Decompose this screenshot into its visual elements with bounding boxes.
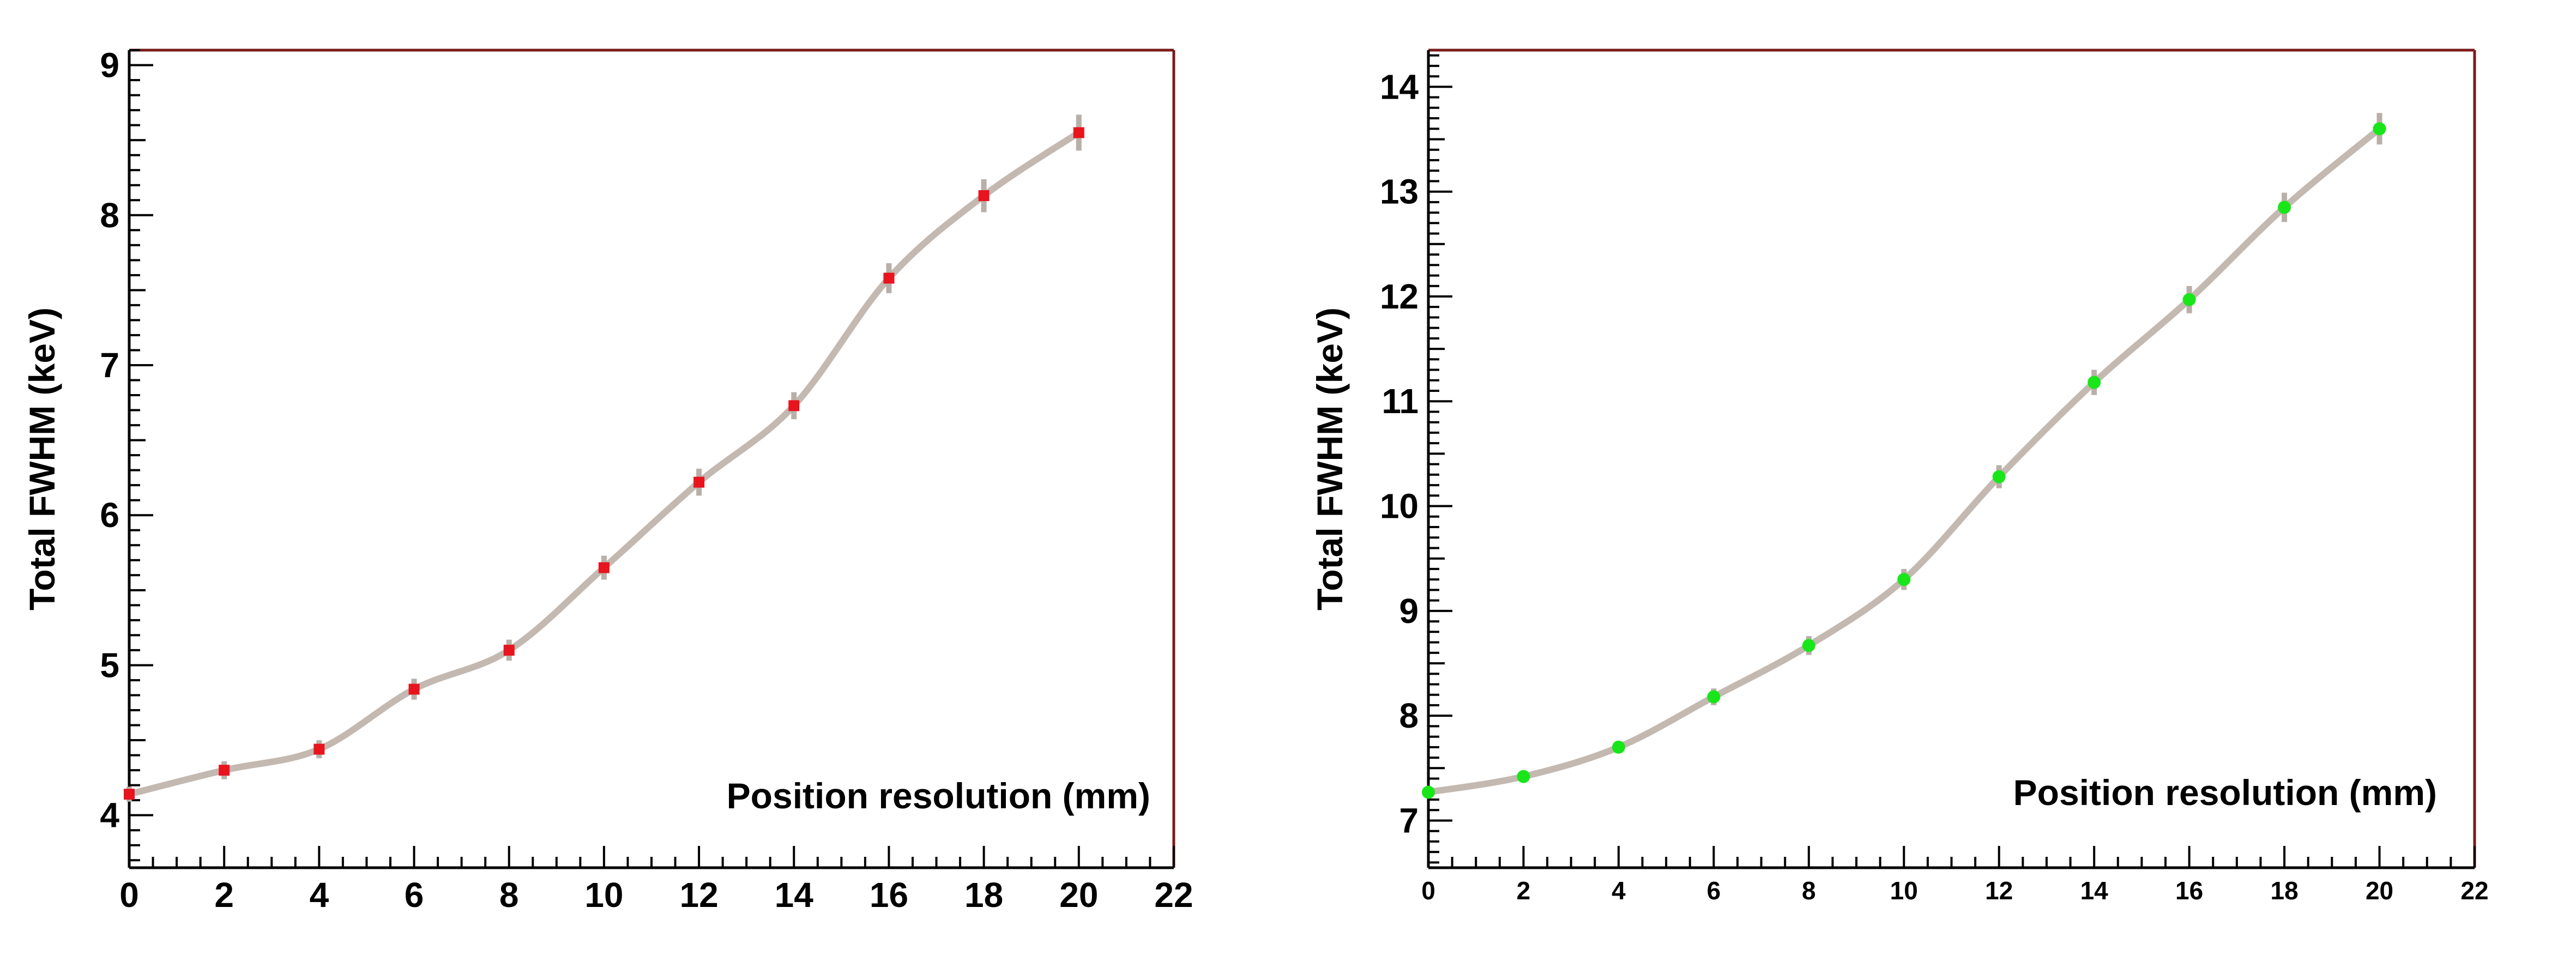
y-tick-label: 6 (100, 495, 119, 535)
y-tick-label: 12 (1380, 277, 1419, 316)
data-point (503, 644, 515, 656)
x-tick-label: 20 (2366, 876, 2393, 905)
data-point (1992, 470, 2006, 483)
y-tick-label: 8 (1399, 696, 1419, 735)
data-point (2373, 122, 2386, 136)
data-point (2182, 293, 2196, 306)
y-tick-label: 4 (100, 796, 119, 835)
x-tick-label: 8 (1802, 876, 1816, 905)
x-tick-label: 8 (499, 875, 519, 915)
x-tick-label: 0 (1421, 876, 1435, 905)
y-tick-label: 7 (1399, 801, 1419, 840)
data-point (1073, 127, 1084, 138)
x-tick-label: 16 (870, 875, 908, 915)
chart-panel-1: 0 2 4 6 8 10 12 14 16 18 20 22 4 5 6 7 8 9 Total FWHM (keV… (22, 46, 1193, 915)
data-point (883, 273, 895, 284)
x-tick-label: 12 (1985, 876, 2013, 905)
x-tick-label: 4 (310, 875, 329, 915)
data-point (2278, 201, 2291, 214)
data-point (2088, 376, 2101, 389)
x-tick-label: 14 (775, 875, 814, 915)
data-point (978, 190, 990, 201)
x-tick-label: 18 (2271, 876, 2299, 905)
y-tick-label: 9 (1399, 591, 1419, 631)
y-tick-label: 10 (1380, 487, 1419, 526)
series-curve (1425, 125, 2383, 796)
data-point (219, 765, 230, 776)
data-point (313, 743, 325, 755)
x-tick-label: 0 (119, 875, 139, 915)
y-axis-title: Total FWHM (keV) (1310, 307, 1350, 610)
x-tick-label: 22 (1154, 875, 1193, 915)
x-tick-label: 12 (679, 875, 718, 915)
x-tick-label: 2 (1517, 876, 1531, 905)
data-point (408, 683, 420, 695)
x-tick-label: 20 (1059, 875, 1098, 915)
y-tick-label: 11 (1381, 382, 1419, 421)
x-tick-label: 10 (584, 875, 623, 915)
data-point (1707, 690, 1721, 704)
y-tick-label: 5 (100, 645, 119, 685)
y-tick-label: 13 (1380, 172, 1419, 211)
x-tick-label: 14 (2080, 876, 2109, 905)
data-point (1897, 573, 1911, 586)
data-point (598, 562, 610, 573)
data-point (1517, 770, 1530, 783)
x-axis-title: Position resolution (mm) (727, 776, 1150, 816)
y-tick-label: 14 (1380, 67, 1419, 106)
x-axis-title: Position resolution (mm) (2013, 772, 2437, 813)
x-tick-label: 4 (1612, 876, 1626, 905)
data-point (124, 789, 135, 800)
y-tick-label: 9 (100, 46, 119, 85)
y-tick-label: 7 (100, 346, 119, 385)
x-tick-label: 16 (2175, 876, 2203, 905)
x-tick-label: 22 (2460, 876, 2488, 905)
chart-panel-2: 0 2 4 6 8 10 12 14 16 18 20 22 7 8 9 10 11 12 13 14 Total FW… (1310, 49, 2489, 905)
x-tick-label: 6 (1707, 876, 1721, 905)
y-axis-title: Total FWHM (keV) (22, 307, 62, 610)
x-tick-label: 10 (1890, 876, 1918, 905)
x-tick-label: 6 (405, 875, 424, 915)
data-point (1612, 740, 1625, 754)
y-tick-label: 8 (100, 196, 119, 235)
x-tick-label: 2 (214, 875, 234, 915)
series-curve (126, 129, 1082, 798)
data-point (1802, 639, 1815, 652)
data-point (1422, 785, 1435, 799)
data-point (693, 476, 705, 488)
data-point (788, 400, 800, 412)
x-tick-label: 18 (964, 875, 1003, 915)
